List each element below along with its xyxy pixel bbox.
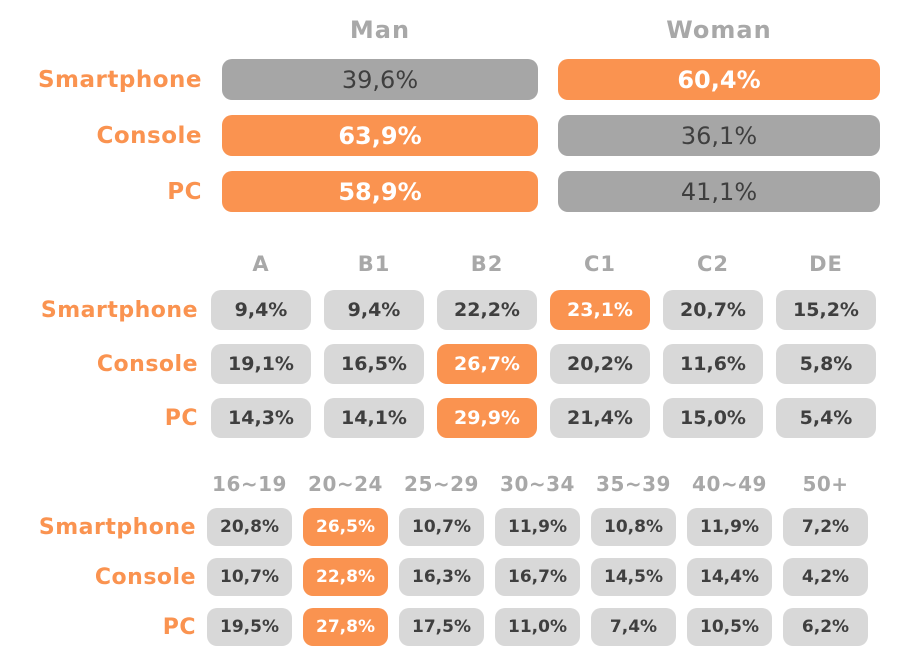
column-header-40-49: 40~49 bbox=[692, 472, 767, 496]
cell-pc-a: 14,3% bbox=[211, 398, 311, 438]
cell-smartphone-b1: 9,4% bbox=[324, 290, 424, 330]
cell-pc-35-39: 7,4% bbox=[591, 608, 676, 646]
column-header-30-34: 30~34 bbox=[500, 472, 575, 496]
cell-pc-25-29: 17,5% bbox=[399, 608, 484, 646]
cell-smartphone-40-49: 11,9% bbox=[687, 508, 772, 546]
row-label-pc: PC bbox=[162, 614, 196, 640]
cell-console-50plus: 4,2% bbox=[783, 558, 868, 596]
gender-header-spacer bbox=[0, 14, 202, 44]
column-header-a: A bbox=[252, 252, 270, 276]
class-section: A B1 B2 C1 C2 DE Smartphone 9,4% 9,4% 22… bbox=[0, 250, 907, 438]
cell-pc-b2-highlighted: 29,9% bbox=[437, 398, 537, 438]
cell-console-35-39: 14,5% bbox=[591, 558, 676, 596]
cell-console-20-24-highlighted: 22,8% bbox=[303, 558, 388, 596]
class-header-spacer bbox=[0, 250, 198, 276]
row-label-smartphone: Smartphone bbox=[38, 514, 196, 540]
cell-pc-50plus: 6,2% bbox=[783, 608, 868, 646]
cell-console-b1: 16,5% bbox=[324, 344, 424, 384]
column-header-16-19: 16~19 bbox=[212, 472, 287, 496]
cell-smartphone-de: 15,2% bbox=[776, 290, 876, 330]
cell-pc-de: 5,4% bbox=[776, 398, 876, 438]
column-header-c2: C2 bbox=[696, 252, 730, 276]
cell-smartphone-b2: 22,2% bbox=[437, 290, 537, 330]
row-label-console: Console bbox=[96, 351, 198, 377]
row-label-console: Console bbox=[94, 564, 196, 590]
column-header-c1: C1 bbox=[583, 252, 617, 276]
cell-pc-16-19: 19,5% bbox=[207, 608, 292, 646]
column-header-b1: B1 bbox=[357, 252, 391, 276]
cell-smartphone-50plus: 7,2% bbox=[783, 508, 868, 546]
bar-smartphone-man: 39,6% bbox=[222, 59, 538, 100]
cell-console-40-49: 14,4% bbox=[687, 558, 772, 596]
gender-section: Man Woman Smartphone 39,6% 60,4% Console… bbox=[0, 14, 907, 212]
cell-console-a: 19,1% bbox=[211, 344, 311, 384]
cell-pc-40-49: 10,5% bbox=[687, 608, 772, 646]
cell-pc-20-24-highlighted: 27,8% bbox=[303, 608, 388, 646]
cell-console-c2: 11,6% bbox=[663, 344, 763, 384]
cell-pc-c2: 15,0% bbox=[663, 398, 763, 438]
cell-smartphone-a: 9,4% bbox=[211, 290, 311, 330]
column-header-woman: Woman bbox=[666, 16, 772, 44]
column-header-b2: B2 bbox=[470, 252, 504, 276]
cell-console-c1: 20,2% bbox=[550, 344, 650, 384]
cell-smartphone-20-24-highlighted: 26,5% bbox=[303, 508, 388, 546]
cell-smartphone-35-39: 10,8% bbox=[591, 508, 676, 546]
bar-pc-woman: 41,1% bbox=[558, 171, 880, 212]
cell-pc-c1: 21,4% bbox=[550, 398, 650, 438]
bar-console-man: 63,9% bbox=[222, 115, 538, 156]
cell-console-30-34: 16,7% bbox=[495, 558, 580, 596]
cell-console-b2-highlighted: 26,7% bbox=[437, 344, 537, 384]
row-label-smartphone: Smartphone bbox=[40, 297, 198, 323]
cell-console-25-29: 16,3% bbox=[399, 558, 484, 596]
row-label-smartphone: Smartphone bbox=[37, 66, 202, 93]
row-label-console: Console bbox=[96, 122, 202, 149]
cell-console-16-19: 10,7% bbox=[207, 558, 292, 596]
cell-smartphone-c2: 20,7% bbox=[663, 290, 763, 330]
column-header-man: Man bbox=[349, 16, 411, 44]
cell-smartphone-30-34: 11,9% bbox=[495, 508, 580, 546]
cell-smartphone-c1-highlighted: 23,1% bbox=[550, 290, 650, 330]
bar-console-woman: 36,1% bbox=[558, 115, 880, 156]
bar-smartphone-woman: 60,4% bbox=[558, 59, 880, 100]
column-header-50plus: 50+ bbox=[802, 472, 849, 496]
column-header-de: DE bbox=[809, 252, 843, 276]
row-label-pc: PC bbox=[167, 178, 202, 205]
cell-smartphone-16-19: 20,8% bbox=[207, 508, 292, 546]
cell-console-de: 5,8% bbox=[776, 344, 876, 384]
cell-pc-b1: 14,1% bbox=[324, 398, 424, 438]
bar-pc-man: 58,9% bbox=[222, 171, 538, 212]
column-header-20-24: 20~24 bbox=[308, 472, 383, 496]
row-label-pc: PC bbox=[164, 405, 198, 431]
age-section: 16~19 20~24 25~29 30~34 35~39 40~49 50+ … bbox=[0, 472, 907, 646]
column-header-25-29: 25~29 bbox=[404, 472, 479, 496]
column-header-35-39: 35~39 bbox=[596, 472, 671, 496]
cell-pc-30-34: 11,0% bbox=[495, 608, 580, 646]
cell-smartphone-25-29: 10,7% bbox=[399, 508, 484, 546]
age-header-spacer bbox=[0, 472, 196, 496]
